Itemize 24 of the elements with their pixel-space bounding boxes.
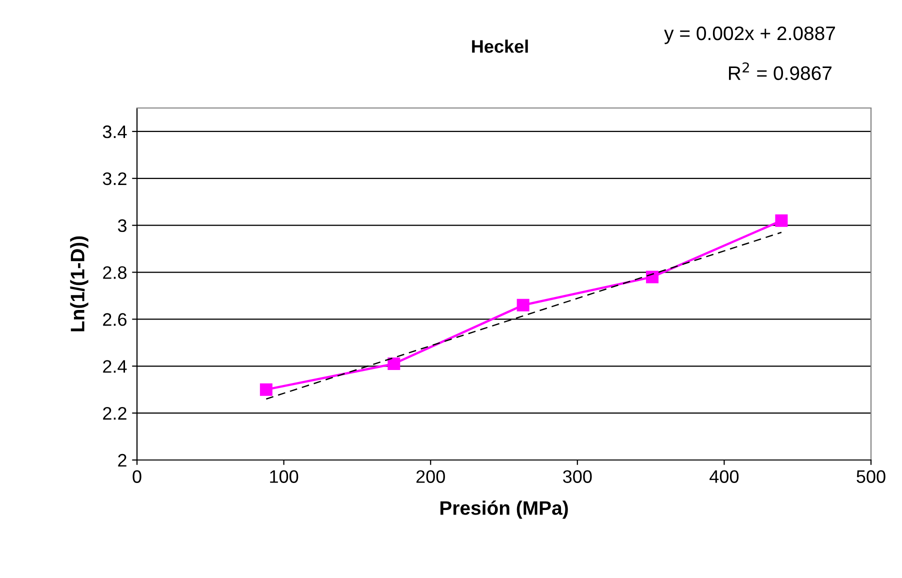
y-tick-label: 3 <box>118 219 126 232</box>
point <box>775 214 788 227</box>
y-tick-label: 2.4 <box>103 360 127 373</box>
x-tick-label: 0 <box>132 470 142 483</box>
text: y = 0.002x + 2.0887 <box>664 26 835 44</box>
x-tick-label: 400 <box>710 470 739 483</box>
chart-title: Heckel <box>472 40 528 53</box>
x-tick-label: 300 <box>563 470 592 483</box>
y-tick-label: 2 <box>118 454 126 467</box>
y-tick-label: 2.8 <box>103 266 126 279</box>
point <box>646 270 659 284</box>
y-tick-label: 3.4 <box>102 125 127 138</box>
point <box>516 298 530 312</box>
x-tick-label: 100 <box>270 470 298 483</box>
y-tick-label: 2.6 <box>103 313 126 326</box>
point <box>260 383 272 396</box>
point <box>388 358 400 370</box>
x-tick-label: 500 <box>856 470 886 483</box>
y-axis-title: Ln(1/(1-D)) <box>70 236 88 332</box>
y-tick-label: 2.2 <box>103 407 126 420</box>
y-tick-label: 3.2 <box>102 172 126 186</box>
text: R$^{2}$ = 0.9867 <box>729 62 832 80</box>
x-axis-title: Presión (MPa) <box>440 500 568 519</box>
x-tick-label: 200 <box>416 470 445 483</box>
